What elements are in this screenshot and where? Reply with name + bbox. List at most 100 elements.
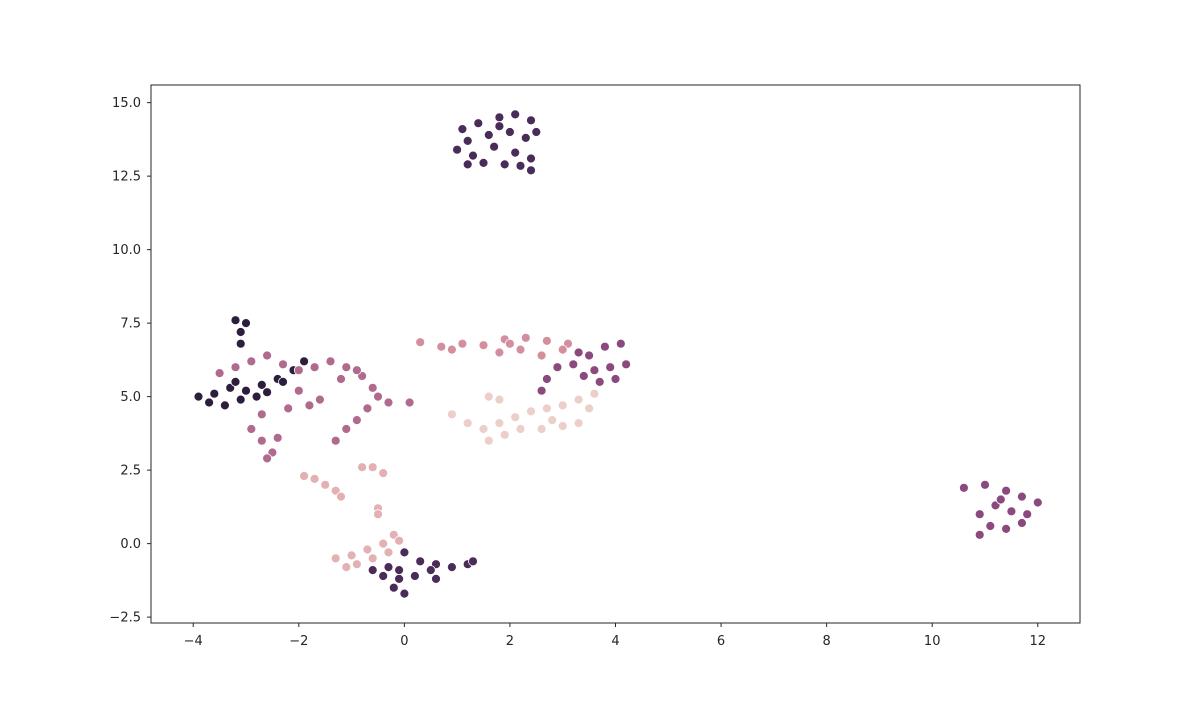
scatter-point: [378, 571, 389, 581]
scatter-point: [499, 159, 510, 170]
scatter-point: [373, 391, 383, 402]
scatter-point: [1001, 524, 1011, 534]
scatter-point: [309, 362, 320, 373]
scatter-point: [278, 376, 288, 387]
scatter-point: [457, 338, 468, 349]
scatter-point: [388, 582, 399, 593]
scatter-point: [394, 574, 405, 584]
scatter-point: [362, 403, 373, 414]
scatter-point: [336, 491, 346, 502]
scatter-point: [373, 509, 383, 520]
scatter-point: [1022, 509, 1033, 520]
scatter-point: [193, 391, 204, 402]
scatter-point: [515, 344, 526, 355]
scatter-point: [314, 394, 325, 405]
scatter-point: [378, 468, 389, 479]
scatter-point: [573, 347, 584, 358]
scatter-point: [415, 337, 426, 348]
scatter-point: [457, 124, 468, 135]
scatter-point: [304, 400, 315, 411]
scatter-point: [272, 432, 283, 443]
y-tick-label: 2.5: [120, 464, 141, 479]
scatter-point: [320, 479, 331, 490]
scatter-point: [436, 341, 447, 352]
scatter-point: [309, 473, 320, 484]
scatter-point: [985, 521, 996, 531]
scatter-point: [330, 435, 341, 446]
scatter-point: [341, 562, 352, 572]
scatter-point: [367, 565, 378, 575]
scatter-point: [383, 547, 394, 558]
scatter-point: [536, 350, 547, 361]
scatter-point: [235, 394, 246, 405]
scatter-point: [584, 403, 594, 414]
x-tick-label: 10: [924, 634, 941, 649]
scatter-point: [520, 132, 531, 143]
scatter-point: [615, 338, 626, 349]
scatter-point: [584, 350, 594, 361]
scatter-point: [542, 374, 552, 384]
scatter-point: [446, 344, 457, 355]
scatter-point: [378, 538, 389, 549]
scatter-point: [415, 556, 426, 567]
scatter-point: [526, 165, 536, 176]
scatter-point: [219, 400, 230, 411]
scatter-point: [351, 415, 362, 426]
ticks-layer: −4 −2 0 2 4 6 8 10 12 −2.5 0.0 2.5 5.0 7.5 10.0 12.5 15.…: [109, 96, 1046, 649]
scatter-point: [399, 547, 410, 558]
scatter-point: [1006, 506, 1017, 517]
scatter-point: [262, 387, 273, 398]
scatter-point: [204, 397, 215, 408]
scatter-point: [367, 462, 378, 473]
scatter-point: [241, 385, 251, 396]
scatter-point: [515, 424, 526, 434]
scatter-point: [504, 127, 515, 137]
scatter-point: [262, 453, 273, 464]
scatter-point: [1017, 518, 1027, 528]
x-tick-label: −4: [184, 634, 203, 649]
scatter-point: [594, 376, 605, 387]
scatter-point: [367, 553, 378, 564]
scatter-point: [357, 462, 368, 473]
scatter-point: [409, 571, 420, 581]
scatter-point: [489, 141, 500, 152]
scatter-point: [621, 359, 631, 370]
scatter-point: [246, 356, 257, 367]
scatter-point: [452, 144, 463, 155]
scatter-point: [557, 344, 568, 355]
scatter-point: [473, 118, 484, 129]
y-tick-label: 15.0: [112, 96, 141, 111]
scatter-point: [515, 160, 526, 171]
scatter-point: [293, 385, 304, 396]
scatter-point: [483, 435, 494, 446]
scatter-point: [431, 574, 441, 584]
scatter-point: [547, 415, 558, 426]
scatter-point: [605, 362, 616, 373]
scatter-point: [462, 159, 473, 170]
plot-area-frame: [150, 84, 1081, 624]
scatter-point: [974, 509, 985, 520]
y-tick-label: 10.0: [112, 243, 141, 258]
scatter-point: [404, 397, 415, 408]
scatter-point: [256, 435, 267, 446]
x-tick-label: 12: [1029, 634, 1046, 649]
x-tick-label: 8: [822, 634, 830, 649]
scatter-point: [536, 385, 547, 396]
scatter-point: [367, 382, 378, 393]
y-tick-label: 5.0: [120, 390, 141, 405]
scatter-point: [351, 365, 362, 376]
scatter-point: [589, 388, 600, 399]
scatter-point: [230, 376, 241, 387]
scatter-point: [262, 350, 273, 361]
scatter-point: [568, 359, 579, 370]
scatter-point: [341, 424, 352, 434]
scatter-point: [446, 562, 457, 572]
scatter-point: [531, 127, 542, 137]
scatter-point: [351, 559, 362, 570]
scatter-point: [251, 391, 262, 402]
scatter-point: [494, 394, 505, 405]
scatter-point: [483, 391, 494, 402]
scatter-point: [600, 341, 610, 352]
scatter-point: [462, 135, 473, 146]
